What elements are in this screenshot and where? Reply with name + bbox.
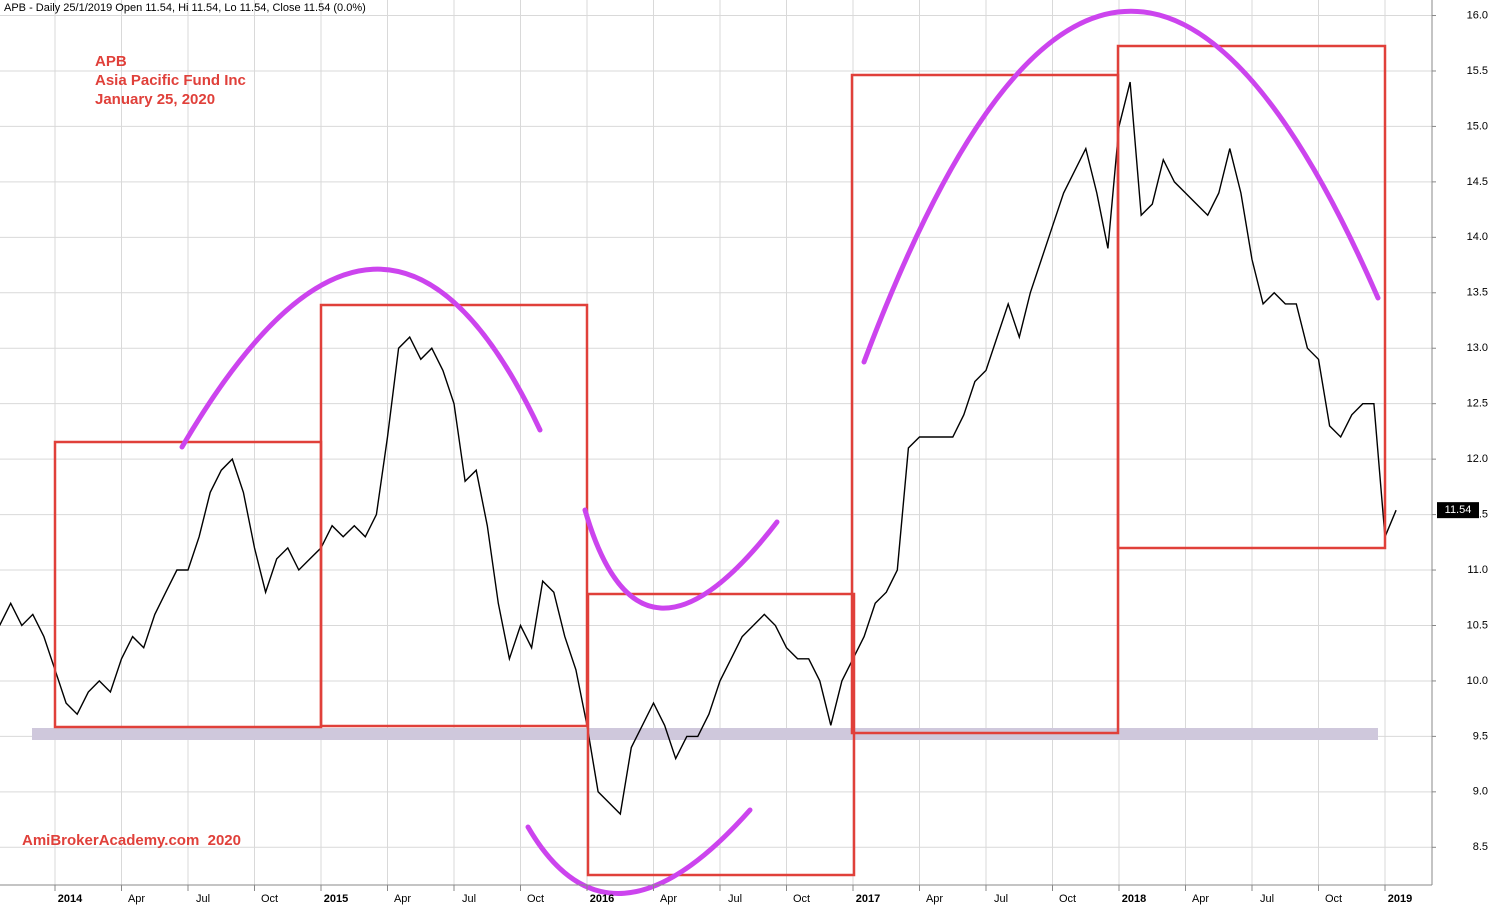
arc (525, 807, 753, 896)
y-tick-label: 13.5 (1467, 287, 1488, 299)
x-tick-label: Apr (660, 893, 677, 905)
x-tick-label: Oct (793, 893, 810, 905)
x-tick-label: Oct (261, 893, 278, 905)
annotation: APB (95, 53, 127, 70)
annotation: January 25, 2020 (95, 91, 215, 108)
watermark: AmiBrokerAcademy.com 2020 (22, 832, 241, 849)
range-box (586, 592, 856, 877)
x-tick-label: 2017 (856, 893, 880, 905)
x-tick-label: Apr (926, 893, 943, 905)
x-tick-label: Oct (1059, 893, 1076, 905)
x-tick-label: Oct (1325, 893, 1342, 905)
x-tick-label: 2016 (590, 893, 614, 905)
x-tick-label: 2019 (1388, 893, 1412, 905)
y-tick-label: 10.5 (1467, 619, 1488, 631)
last-price-label: 11.54 (1445, 504, 1472, 516)
x-tick-label: 2018 (1122, 893, 1146, 905)
range-box (1116, 44, 1387, 550)
x-tick-label: Oct (527, 893, 544, 905)
last-price-box (1437, 502, 1479, 519)
support-band (32, 728, 1378, 740)
x-tick-label: 2014 (58, 893, 83, 905)
annotation: Asia Pacific Fund Inc (95, 72, 246, 89)
axes: 8.59.09.510.010.511.011.512.012.513.013.… (54, 9, 1488, 905)
x-tick-label: 2015 (324, 893, 348, 905)
y-tick-label: 11.0 (1467, 564, 1488, 576)
x-tick-label: Jul (994, 893, 1008, 905)
x-tick-label: Jul (1260, 893, 1274, 905)
price-layer (0, 81, 1397, 816)
x-tick-label: Apr (394, 893, 411, 905)
x-tick-label: Apr (128, 893, 145, 905)
x-tick-label: Jul (196, 893, 210, 905)
chart-title: APB - Daily 25/1/2019 Open 11.54, Hi 11.… (4, 2, 366, 14)
y-tick-label: 12.0 (1467, 453, 1488, 465)
y-tick-label: 14.0 (1467, 231, 1488, 243)
y-tick-label: 9.0 (1473, 786, 1488, 798)
y-tick-label: 13.0 (1467, 342, 1488, 354)
x-tick-label: Apr (1192, 893, 1209, 905)
y-tick-label: 9.5 (1473, 730, 1488, 742)
y-tick-label: 12.5 (1467, 398, 1488, 410)
arc (179, 266, 543, 450)
y-tick-label: 16.0 (1467, 9, 1488, 21)
price-line (0, 81, 1397, 816)
y-tick-label: 10.0 (1467, 675, 1488, 687)
y-tick-label: 15.5 (1467, 65, 1488, 77)
arc (582, 507, 780, 611)
y-tick-label: 8.5 (1473, 841, 1488, 853)
x-tick-label: Jul (462, 893, 476, 905)
x-tick-label: Jul (728, 893, 742, 905)
arc (861, 8, 1381, 365)
y-tick-label: 15.0 (1467, 120, 1488, 132)
y-tick-label: 14.5 (1467, 176, 1488, 188)
